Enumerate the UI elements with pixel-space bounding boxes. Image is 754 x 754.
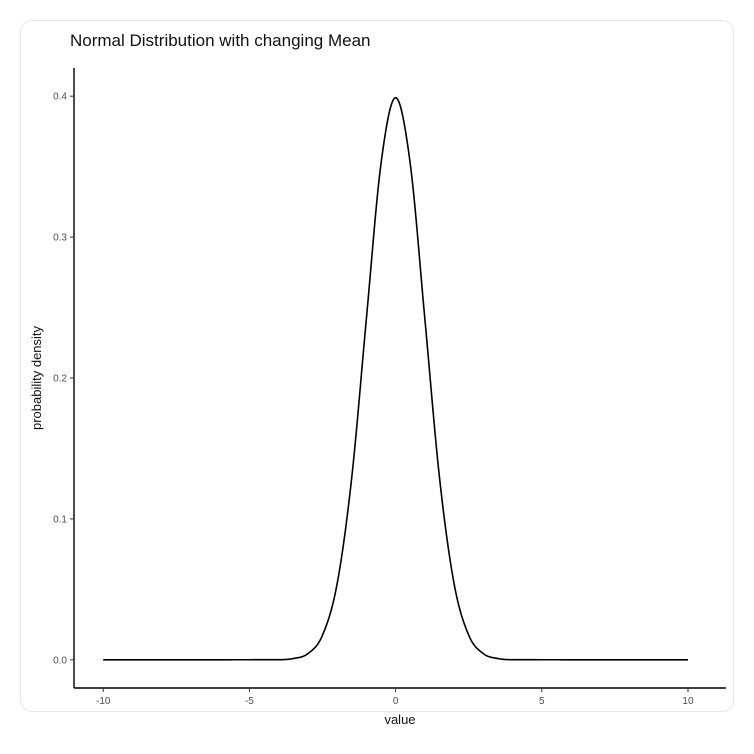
y-tick-label: 0.1 xyxy=(53,514,67,525)
x-tick-label: -5 xyxy=(245,696,254,707)
x-tick-label: -10 xyxy=(96,696,111,707)
x-tick-label: 5 xyxy=(539,696,545,707)
y-tick-label: 0.3 xyxy=(53,233,67,244)
x-tick-label: 0 xyxy=(393,696,399,707)
y-axis-ticks: 0.0 0.1 0.2 0.3 0.4 xyxy=(53,92,74,666)
x-axis-label: value xyxy=(384,712,415,727)
density-curve xyxy=(103,96,688,661)
plot-area xyxy=(73,68,726,689)
y-tick-label: 0.2 xyxy=(53,374,67,385)
y-axis-label: probability density xyxy=(29,325,44,430)
x-tick-label: 10 xyxy=(682,696,694,707)
x-axis-ticks: -10 -5 0 5 10 xyxy=(96,688,694,707)
y-tick-label: 0.4 xyxy=(53,92,67,103)
chart-card xyxy=(20,20,734,712)
chart-title: Normal Distribution with changing Mean xyxy=(70,31,370,50)
y-tick-label: 0.0 xyxy=(53,655,67,666)
